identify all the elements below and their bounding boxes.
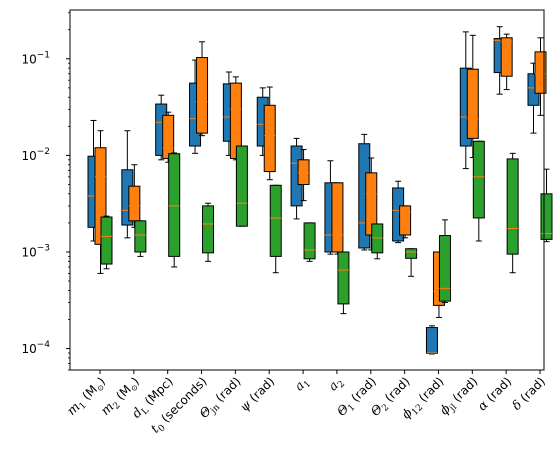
box-group-series-3-cat-6 [269,184,282,274]
plot-frame [69,9,545,371]
box [128,185,141,222]
box-group-series-3-cat-8 [337,251,350,315]
box-group-series-3-cat-10 [405,248,418,277]
box-group-series-1-cat-2 [121,130,134,239]
box-group-series-3-cat-12 [472,140,485,242]
box [263,104,276,173]
x-tick-label-8: a2 [325,374,347,396]
x-axis: m1 (M⊙)m2 (M⊙)dL (Mpc)t0 (seconds)Θjn (r… [64,370,548,436]
box-group-series-3-cat-7 [303,222,316,262]
box [134,220,147,253]
box [472,140,485,219]
box-group-series-3-cat-9 [371,223,384,260]
box [425,327,438,354]
box-group-series-2-cat-14 [534,37,547,116]
box-group-series-2-cat-4 [196,41,209,137]
y-tick-label-4: 10−1 [21,50,50,66]
box-group-series-3-cat-11 [438,219,451,303]
box [297,159,310,185]
boxes-layer [87,26,553,355]
box [196,57,209,134]
box [202,205,215,254]
box [303,222,316,260]
box [337,251,350,305]
x-tick-label-13: α (rad) [474,374,514,414]
box [506,158,519,255]
box-group-series-3-cat-3 [168,152,181,268]
box-group-series-3-cat-13 [506,152,519,274]
box [405,248,418,259]
box-group-series-2-cat-6 [263,86,276,181]
box [438,235,451,302]
box-group-series-3-cat-1 [100,215,113,270]
box-group-series-1-cat-11 [425,325,438,355]
box-group-series-3-cat-2 [134,220,147,257]
y-axis: 10−4 10−3 10−2 10−1 [21,12,70,371]
y-tick-label-3: 10−2 [21,147,50,163]
box [540,193,553,240]
box-group-series-3-cat-14 [540,168,553,243]
box [534,51,547,94]
x-tick-label-7: a1 [291,374,313,396]
box-group-series-3-cat-5 [235,145,248,227]
box [100,216,113,265]
box [500,37,513,77]
y-tick-label-2: 10−3 [21,243,50,259]
box [331,182,344,253]
box [269,184,282,257]
box-group-series-3-cat-4 [202,202,215,262]
box-group-series-2-cat-8 [331,182,344,255]
box [168,153,181,257]
box [162,114,175,159]
box-group-series-2-cat-7 [297,149,310,202]
x-tick-label-6: ψ (rad) [236,374,277,415]
box-group-series-2-cat-10 [399,205,412,239]
x-tick-label-12: ϕjl (rad) [436,374,482,420]
box [466,68,479,139]
box [371,223,384,254]
box [235,145,248,227]
y-tick-label-1: 10−4 [21,340,50,356]
x-tick-label-14: δ (rad) [509,374,548,413]
box [399,205,412,236]
box-group-series-2-cat-13 [500,33,513,91]
